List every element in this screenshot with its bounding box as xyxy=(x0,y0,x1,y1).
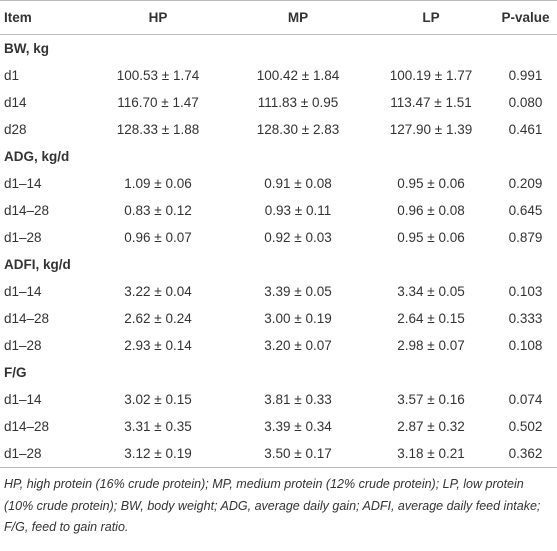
section-title: F/G xyxy=(4,365,27,380)
data-row: d14–28 0.83 ± 0.12 0.93 ± 0.11 0.96 ± 0.08 0… xyxy=(0,197,557,224)
cell: 0.108 xyxy=(508,338,543,353)
data-table: Item HP MP LP P-value BW, kg d1 100.53 ± 1.74 1… xyxy=(0,0,557,468)
cell: 2.64 ± 0.15 xyxy=(397,311,465,326)
cell: 3.34 ± 0.05 xyxy=(397,284,465,299)
cell: 2.62 ± 0.24 xyxy=(124,311,192,326)
header-cell: HP xyxy=(88,0,228,35)
data-row: d1–14 3.02 ± 0.15 3.81 ± 0.33 3.57 ± 0.16 0.… xyxy=(0,386,557,413)
cell: d1–28 xyxy=(0,440,88,468)
cell: d28 xyxy=(4,122,27,137)
cell: 2.87 ± 0.32 xyxy=(397,419,465,434)
cell: d14–28 xyxy=(4,419,50,434)
cell: 111.83 ± 0.95 xyxy=(257,95,339,110)
cell: 113.47 ± 1.51 xyxy=(390,95,472,110)
data-row: d1–28 3.12 ± 0.19 3.50 ± 0.17 3.18 ± 0.21 0.… xyxy=(0,440,557,468)
header-cell: Item xyxy=(0,0,88,35)
cell: 1.09 ± 0.06 xyxy=(124,176,192,191)
cell: 128.30 ± 2.83 xyxy=(256,122,340,137)
cell: 3.81 ± 0.33 xyxy=(264,392,332,407)
cell: 0.95 ± 0.06 xyxy=(397,230,465,245)
cell: 100.53 ± 1.74 xyxy=(116,68,200,83)
cell: 0.91 ± 0.08 xyxy=(264,176,332,191)
cell: 3.39 ± 0.05 xyxy=(264,284,332,299)
data-row: d1–14 3.22 ± 0.04 3.39 ± 0.05 3.34 ± 0.05 0.… xyxy=(0,278,557,305)
cell: 3.57 ± 0.16 xyxy=(397,392,465,407)
cell: 0.461 xyxy=(508,122,543,137)
footnote: HP, high protein (16% crude protein); MP… xyxy=(4,477,541,534)
cell: 0.362 xyxy=(494,440,557,468)
cell: d1–28 xyxy=(4,230,42,245)
cell: 100.19 ± 1.77 xyxy=(389,68,473,83)
cell: 0.96 ± 0.07 xyxy=(124,230,192,245)
cell: d1–14 xyxy=(4,392,42,407)
cell: 2.98 ± 0.07 xyxy=(397,338,465,353)
section-title: BW, kg xyxy=(4,41,50,56)
cell: 3.20 ± 0.07 xyxy=(264,338,332,353)
cell: 0.92 ± 0.03 xyxy=(264,230,332,245)
cell: 3.12 ± 0.19 xyxy=(88,440,228,468)
cell: 0.502 xyxy=(508,419,543,434)
data-row: d28 128.33 ± 1.88 128.30 ± 2.83 127.90 ± 1.… xyxy=(0,116,557,143)
data-row: d1–28 0.96 ± 0.07 0.92 ± 0.03 0.95 ± 0.06 0.… xyxy=(0,224,557,251)
data-row: d14 116.70 ± 1.47 111.83 ± 0.95 113.47 ± 1.… xyxy=(0,89,557,116)
cell: 3.31 ± 0.35 xyxy=(124,419,192,434)
cell: 3.39 ± 0.34 xyxy=(264,419,332,434)
cell: 100.42 ± 1.84 xyxy=(256,68,340,83)
cell: d14 xyxy=(4,95,27,110)
cell: d14–28 xyxy=(4,311,50,326)
cell: 0.991 xyxy=(508,68,543,83)
header-cell: LP xyxy=(368,0,494,35)
cell: 0.93 ± 0.11 xyxy=(264,203,332,218)
cell: 3.50 ± 0.17 xyxy=(228,440,368,468)
section-title: ADG, kg/d xyxy=(4,149,70,164)
cell: 0.96 ± 0.08 xyxy=(397,203,465,218)
cell: 3.02 ± 0.15 xyxy=(124,392,192,407)
cell: 0.209 xyxy=(508,176,543,191)
section-row: ADG, kg/d xyxy=(0,143,557,170)
cell: 127.90 ± 1.39 xyxy=(389,122,473,137)
section-row: F/G xyxy=(0,359,557,386)
cell: 3.00 ± 0.19 xyxy=(264,311,332,326)
cell: d1–28 xyxy=(4,338,42,353)
section-title: ADFI, kg/d xyxy=(4,257,71,272)
data-row: d1–28 2.93 ± 0.14 3.20 ± 0.07 2.98 ± 0.07 0.… xyxy=(0,332,557,359)
cell: 0.83 ± 0.12 xyxy=(124,203,192,218)
header-row: Item HP MP LP P-value xyxy=(0,0,557,35)
cell: 0.333 xyxy=(508,311,543,326)
cell: d1 xyxy=(4,68,20,83)
cell: 0.879 xyxy=(508,230,543,245)
cell: d14–28 xyxy=(4,203,50,218)
cell: d1–14 xyxy=(4,176,42,191)
header-cell: P-value xyxy=(494,0,557,35)
cell: 0.645 xyxy=(508,203,543,218)
data-row: d14–28 2.62 ± 0.24 3.00 ± 0.19 2.64 ± 0.15 0… xyxy=(0,305,557,332)
cell: 116.70 ± 1.47 xyxy=(117,95,199,110)
header-cell: MP xyxy=(228,0,368,35)
section-row: ADFI, kg/d xyxy=(0,251,557,278)
data-row: d14–28 3.31 ± 0.35 3.39 ± 0.34 2.87 ± 0.32 0… xyxy=(0,413,557,440)
cell: 2.93 ± 0.14 xyxy=(124,338,192,353)
data-row: d1–14 1.09 ± 0.06 0.91 ± 0.08 0.95 ± 0.06 0.… xyxy=(0,170,557,197)
cell: 3.22 ± 0.04 xyxy=(124,284,192,299)
cell: 3.18 ± 0.21 xyxy=(368,440,494,468)
section-row: BW, kg xyxy=(0,35,557,63)
cell: 0.103 xyxy=(508,284,543,299)
data-row: d1 100.53 ± 1.74 100.42 ± 1.84 100.19 ± 1.7… xyxy=(0,62,557,89)
cell: d1–14 xyxy=(4,284,42,299)
cell: 0.080 xyxy=(508,95,543,110)
cell: 0.95 ± 0.06 xyxy=(397,176,465,191)
cell: 128.33 ± 1.88 xyxy=(116,122,200,137)
cell: 0.074 xyxy=(508,392,543,407)
